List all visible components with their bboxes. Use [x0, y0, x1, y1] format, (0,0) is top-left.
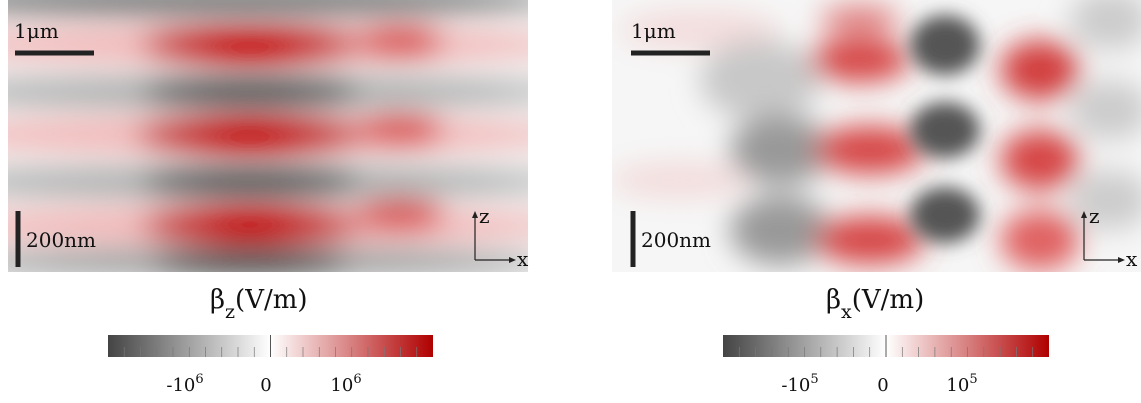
scale-label: 200nm: [641, 228, 711, 252]
scale-label: 200nm: [26, 228, 96, 252]
axis-label: z: [1089, 204, 1100, 228]
field-map: [8, 0, 528, 272]
tick-base: 10: [946, 375, 969, 396]
tick-base: -10: [166, 375, 195, 396]
tick-base: 10: [330, 375, 353, 396]
colorbar-title: βz(V/m): [210, 285, 308, 323]
colorbar-tick-label: 0: [877, 375, 888, 396]
tick-exponent: 6: [353, 372, 361, 387]
field-map: [612, 0, 1141, 272]
colorbar-tick-label: 0: [260, 375, 271, 396]
colorbars: [108, 335, 1049, 357]
tick-base: 0: [260, 375, 271, 396]
colorbar-tick-label: -105: [781, 372, 818, 396]
axis-label: x: [1126, 247, 1138, 271]
tick-exponent: 5: [969, 372, 977, 387]
colorbar-tick-label: -106: [166, 372, 203, 396]
colorbar-tick-label: 105: [946, 372, 977, 396]
axis-label: z: [479, 204, 490, 228]
colorbar-title: βx(V/m): [826, 285, 924, 323]
colorbar-tick-label: 106: [330, 372, 361, 396]
tick-exponent: 5: [810, 372, 818, 387]
tick-base: -10: [781, 375, 810, 396]
scale-label: 1μm: [631, 19, 676, 43]
tick-base: 0: [877, 375, 888, 396]
axis-label: x: [517, 247, 529, 271]
tick-exponent: 6: [195, 372, 203, 387]
scale-label: 1μm: [14, 19, 59, 43]
